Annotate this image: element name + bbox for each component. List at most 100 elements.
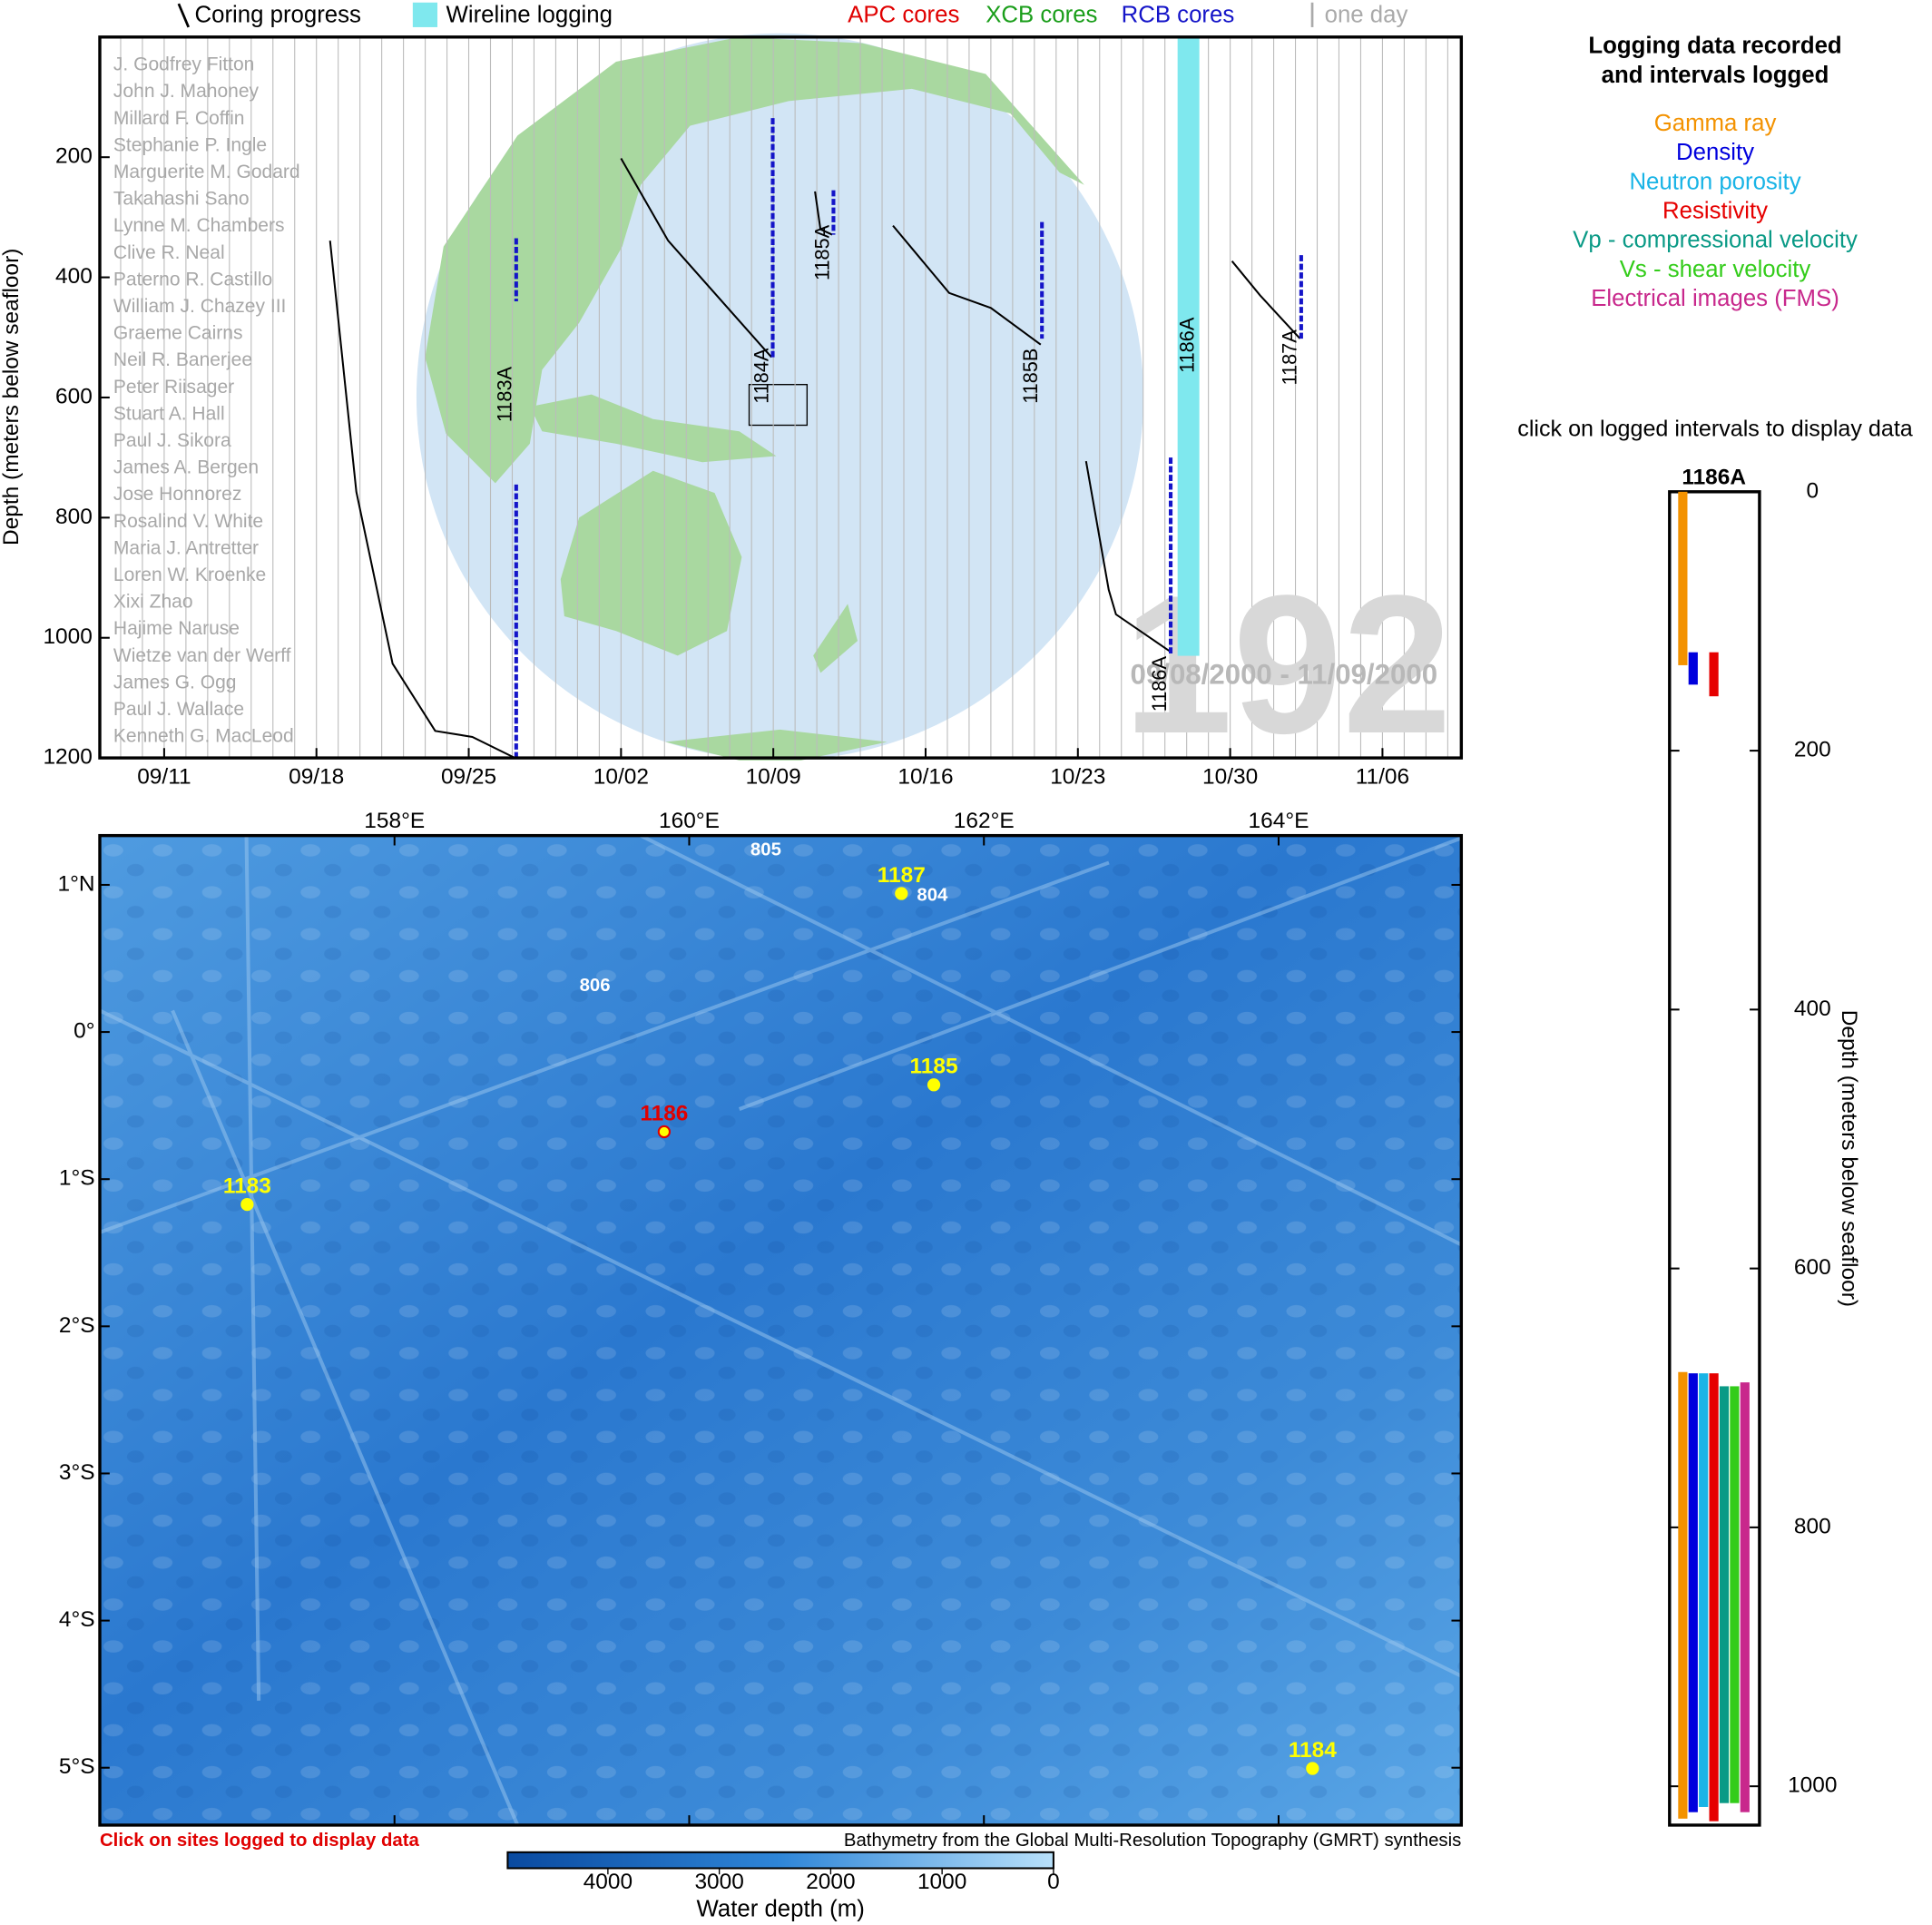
lat-tick-label: 1°S — [59, 1166, 95, 1191]
coring-progress — [329, 241, 515, 760]
bathymetry — [99, 835, 1462, 1825]
x-tick-label: 10/16 — [897, 764, 953, 789]
log-interval[interactable] — [1740, 1382, 1750, 1812]
scientist-name: Stephanie P. Ingle — [113, 134, 267, 155]
lon-tick-label: 158°E — [364, 809, 425, 833]
lon-tick-label: 164°E — [1249, 809, 1309, 833]
x-tick-label: 10/30 — [1202, 764, 1258, 789]
legend-label: XCB cores — [986, 3, 1097, 28]
lat-tick-label: 2°S — [59, 1313, 95, 1338]
site-label[interactable]: 1184 — [1289, 1738, 1337, 1763]
odp-site-label: 804 — [917, 886, 948, 906]
scientist-name: William J. Chazey III — [113, 296, 286, 317]
colorbar-tick-label: 2000 — [806, 1870, 855, 1894]
coring-progress — [814, 191, 833, 236]
lat-tick-label: 1°N — [58, 871, 95, 896]
date-range: 09/08/2000 - 11/09/2000 — [1131, 659, 1438, 691]
scientist-name: Clive R. Neal — [113, 242, 225, 263]
log-interval[interactable] — [1719, 1386, 1730, 1803]
coring-progress — [1231, 260, 1301, 339]
x-tick-label: 10/09 — [746, 764, 801, 789]
tool-legend: Density — [1676, 140, 1754, 165]
scientist-name: Paul J. Sikora — [113, 430, 231, 451]
site-marker[interactable] — [657, 1125, 672, 1139]
colorbar-tick-label: 0 — [1047, 1870, 1060, 1894]
scientist-name: Jose Honnorez — [113, 484, 241, 505]
log-interval[interactable] — [1709, 652, 1719, 697]
map-credit: Bathymetry from the Global Multi-Resolut… — [844, 1831, 1461, 1851]
scientist-name: Loren W. Kroenke — [113, 565, 266, 585]
log-interval[interactable] — [1678, 491, 1688, 665]
y-tick-label: 1200 — [43, 745, 92, 770]
site-label[interactable]: 1186 — [640, 1101, 688, 1125]
log-site: 1186A — [1682, 465, 1746, 489]
y-tick-label: 200 — [55, 144, 93, 169]
site-label: 1185A — [810, 224, 833, 280]
x-tick-label: 10/23 — [1050, 764, 1105, 789]
scientist-name: Graeme Cairns — [113, 323, 243, 344]
log-interval[interactable] — [1699, 1373, 1709, 1807]
log-interval[interactable] — [1709, 1373, 1719, 1822]
scientist-name: Stuart A. Hall — [113, 403, 225, 424]
log-interval[interactable] — [1688, 652, 1698, 685]
colorbar — [506, 1851, 1054, 1870]
x-tick-label: 09/25 — [441, 764, 496, 789]
x-tick-label: 11/06 — [1356, 764, 1409, 789]
site-label[interactable]: 1187 — [878, 863, 926, 888]
site-label[interactable]: 1183 — [223, 1174, 271, 1199]
site-marker[interactable] — [240, 1197, 254, 1212]
map-frame — [98, 833, 1464, 1827]
site-label[interactable]: 1185 — [910, 1055, 958, 1079]
map-note: Click on sites logged to display data — [100, 1831, 420, 1851]
lat-tick-label: 4°S — [59, 1607, 95, 1632]
y-tick-label: 400 — [55, 264, 93, 289]
site-label: 1184A — [750, 348, 772, 404]
legend-label: APC cores — [848, 3, 959, 28]
log-interval[interactable] — [1688, 1373, 1698, 1812]
colorbar-tick-label: 3000 — [694, 1870, 743, 1894]
lat-tick-label: 0° — [74, 1019, 94, 1044]
site-label: 1186A — [1148, 656, 1171, 712]
legend-label: Wireline logging — [446, 3, 613, 28]
scientist-name: Millard F. Coffin — [113, 108, 245, 129]
site-label: 1183A — [494, 366, 516, 422]
colorbar-label: Water depth (m) — [697, 1896, 865, 1921]
lat-tick-label: 3°S — [59, 1460, 95, 1485]
coring-progress — [620, 158, 772, 358]
logs-panel: Logging data recorded and intervals logge… — [1517, 33, 1913, 1827]
scientist-name: John J. Mahoney — [113, 81, 260, 102]
site-label: 1185B — [1019, 349, 1042, 404]
log-tick-label: 400 — [1794, 997, 1831, 1021]
site-marker[interactable] — [927, 1078, 941, 1092]
scientist-name: Paterno R. Castillo — [113, 269, 272, 290]
scientist-name: Xixi Zhao — [113, 592, 193, 613]
scientist-name: James A. Bergen — [113, 457, 259, 478]
scientist-name: Marguerite M. Godard — [113, 162, 300, 182]
y-tick-label: 600 — [55, 384, 93, 408]
log-interval[interactable] — [1730, 1386, 1740, 1803]
scientist-name: Paul J. Wallace — [113, 699, 244, 720]
log-interval[interactable] — [1678, 1371, 1688, 1819]
x-tick-label: 09/18 — [289, 764, 344, 789]
timeline-frame — [98, 35, 1464, 760]
tool-legend: Resistivity — [1662, 199, 1768, 224]
odp-site-label: 806 — [580, 976, 611, 996]
site-marker[interactable] — [1306, 1762, 1319, 1775]
tool-legend: Gamma ray — [1654, 111, 1777, 136]
scientist-name: Maria J. Antretter — [113, 537, 259, 558]
log-tick-label: 600 — [1794, 1255, 1831, 1280]
lat-tick-label: 5°S — [59, 1754, 95, 1779]
site-marker[interactable] — [895, 887, 908, 900]
scientist-name: J. Godfrey Fitton — [113, 54, 254, 75]
coring-progress — [1084, 460, 1171, 653]
y-axis-label: Depth (meters below seafloor) — [0, 249, 24, 545]
colorbar-tick-label: 4000 — [584, 1870, 633, 1894]
logs-hint: click on logged intervals to display dat… — [1517, 417, 1913, 442]
tool-legend: Vp - compressional velocity — [1573, 228, 1858, 253]
coring-progress — [892, 224, 1042, 346]
legend-label: one day — [1325, 3, 1408, 28]
wireline-site-label: 1186A — [1175, 317, 1198, 373]
tool-legend: Electrical images (FMS) — [1591, 286, 1839, 311]
